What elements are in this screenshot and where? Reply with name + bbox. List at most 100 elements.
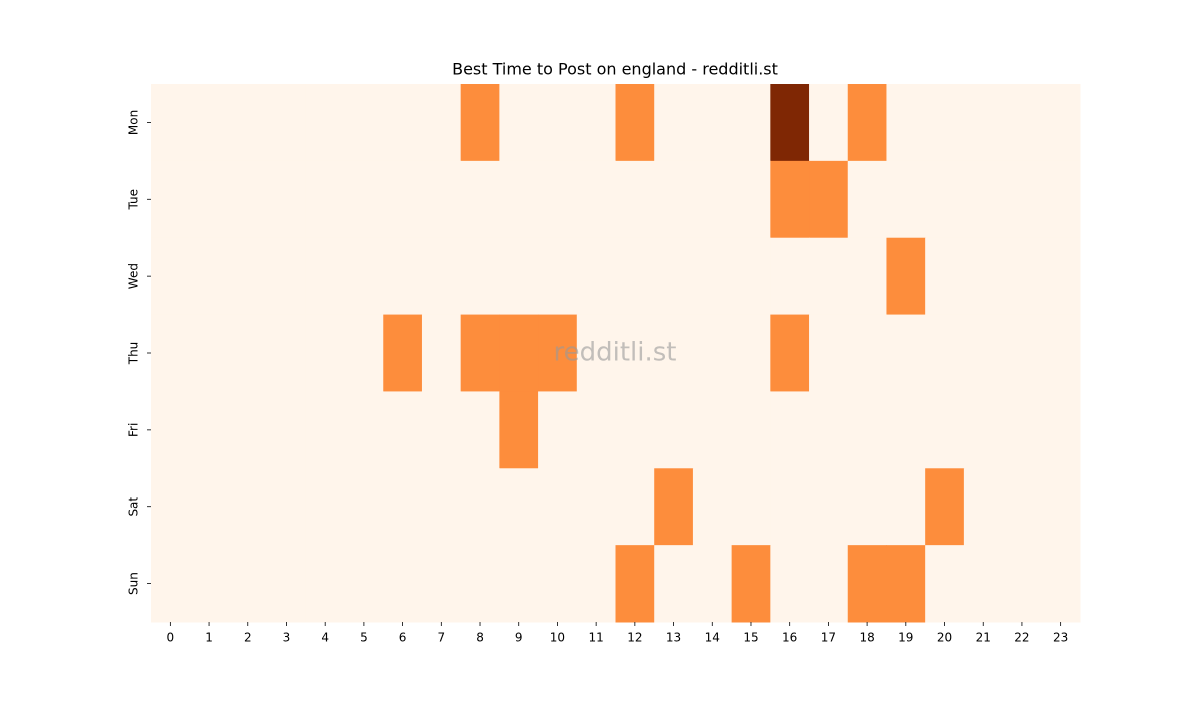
heatmap-cell	[809, 391, 849, 469]
heatmap-cell	[886, 237, 926, 316]
heatmap-cell	[963, 84, 1004, 162]
x-tick-label: 2	[244, 631, 252, 645]
heatmap-cell	[615, 391, 655, 469]
heatmap-cell	[189, 391, 229, 469]
x-tick-label: 15	[743, 631, 758, 645]
heatmap-cell	[731, 84, 771, 162]
y-tick-label: Fri	[127, 423, 141, 437]
heatmap-cell	[421, 468, 462, 546]
heatmap-cell	[615, 84, 655, 162]
heatmap-cell	[499, 160, 539, 239]
heatmap-cell	[151, 160, 191, 239]
heatmap-cell	[576, 545, 616, 623]
x-tick-label: 0	[167, 631, 175, 645]
heatmap-cell	[886, 391, 926, 469]
heatmap-cell	[1041, 468, 1081, 546]
x-tick-label: 19	[898, 631, 913, 645]
heatmap-cell	[809, 160, 849, 239]
x-tick-label: 22	[1014, 631, 1029, 645]
x-tick-label: 9	[515, 631, 523, 645]
heatmap-cell	[460, 468, 500, 546]
heatmap-cell	[189, 160, 229, 239]
heatmap-cell	[267, 237, 307, 316]
heatmap-cell	[809, 314, 849, 392]
heatmap-cell	[344, 84, 384, 162]
heatmap-cell	[1041, 84, 1081, 162]
heatmap-cell	[925, 84, 965, 162]
heatmap-cell	[576, 84, 616, 162]
y-tick-label: Mon	[127, 110, 141, 135]
heatmap-cell	[925, 545, 965, 623]
heatmap-cell	[692, 391, 733, 469]
heatmap-cell	[305, 237, 346, 316]
y-tick-label: Tue	[127, 189, 141, 211]
heatmap-cell	[344, 237, 384, 316]
heatmap-cell	[847, 160, 887, 239]
heatmap-cell	[499, 391, 539, 469]
heatmap-cell	[692, 545, 733, 623]
heatmap-cell	[692, 84, 733, 162]
x-tick-label: 21	[976, 631, 991, 645]
heatmap-cell	[151, 545, 191, 623]
heatmap-cell	[770, 237, 810, 316]
heatmap-cell	[886, 468, 926, 546]
heatmap-cell	[963, 391, 1004, 469]
heatmap	[151, 84, 1081, 623]
heatmap-cell	[305, 160, 346, 239]
heatmap-cell	[267, 84, 307, 162]
heatmap-cell	[886, 545, 926, 623]
heatmap-cell	[189, 84, 229, 162]
heatmap-cell	[615, 545, 655, 623]
heatmap-cell	[151, 391, 191, 469]
heatmap-cell	[538, 391, 578, 469]
heatmap-cell	[383, 84, 423, 162]
heatmap-cell	[654, 237, 694, 316]
heatmap-cell	[731, 468, 771, 546]
heatmap-cell	[1002, 468, 1042, 546]
heatmap-cell	[809, 237, 849, 316]
heatmap-cell	[615, 314, 655, 392]
heatmap-cell	[576, 468, 616, 546]
heatmap-cell	[538, 237, 578, 316]
x-tick-label: 11	[589, 631, 604, 645]
heatmap-cell	[809, 84, 849, 162]
heatmap-cell	[692, 160, 733, 239]
heatmap-cell	[267, 160, 307, 239]
heatmap-cell	[305, 314, 346, 392]
heatmap-cell	[770, 545, 810, 623]
x-tick-label: 16	[782, 631, 797, 645]
heatmap-cell	[770, 391, 810, 469]
heatmap-cell	[460, 237, 500, 316]
heatmap-cell	[189, 237, 229, 316]
heatmap-cell	[731, 545, 771, 623]
heatmap-cell	[344, 160, 384, 239]
x-tick-label: 14	[705, 631, 720, 645]
heatmap-cell	[383, 237, 423, 316]
heatmap-cell	[1041, 314, 1081, 392]
heatmap-cell	[538, 160, 578, 239]
heatmap-cell	[770, 160, 810, 239]
heatmap-cell	[460, 84, 500, 162]
heatmap-cell	[654, 160, 694, 239]
x-tick-label: 12	[627, 631, 642, 645]
heatmap-cell	[654, 545, 694, 623]
heatmap-cell	[576, 237, 616, 316]
heatmap-cell	[383, 314, 423, 392]
x-tick-label: 4	[321, 631, 329, 645]
heatmap-cell	[654, 468, 694, 546]
heatmap-cell	[654, 84, 694, 162]
heatmap-cell	[267, 391, 307, 469]
x-tick-label: 5	[360, 631, 368, 645]
heatmap-cell	[499, 545, 539, 623]
heatmap-cell	[615, 468, 655, 546]
heatmap-cell	[305, 391, 346, 469]
heatmap-cell	[228, 84, 268, 162]
heatmap-cell	[886, 160, 926, 239]
x-tick-label: 23	[1053, 631, 1068, 645]
x-tick-label: 7	[437, 631, 445, 645]
heatmap-cell	[460, 314, 500, 392]
heatmap-cell	[305, 84, 346, 162]
heatmap-cell	[421, 160, 462, 239]
heatmap-cell	[267, 468, 307, 546]
